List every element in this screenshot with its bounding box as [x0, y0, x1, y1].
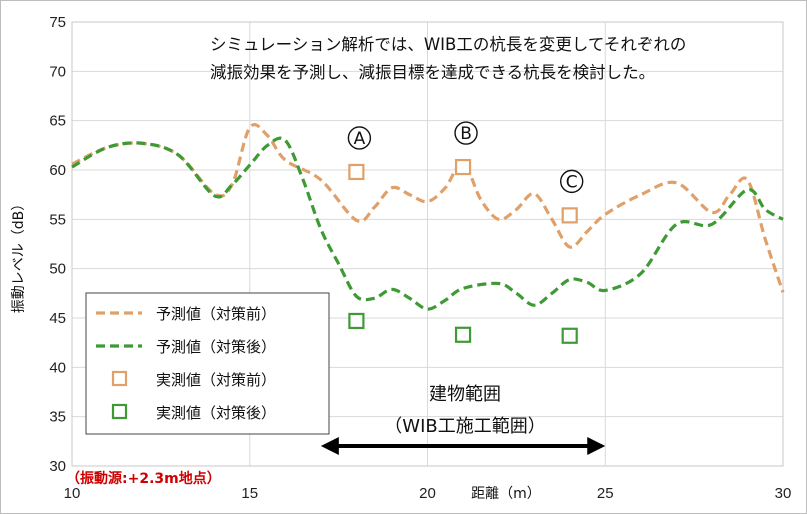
x-tick-label: 10: [64, 485, 81, 502]
y-tick-label: 50: [49, 261, 66, 278]
note-line-1: シミュレーション解析では、WIB工の杭長を変更してそれぞれの: [210, 35, 686, 54]
circled-label-letter: A: [354, 129, 366, 149]
series-marker-3: [454, 326, 472, 343]
note-line-2: 減振効果を予測し、減振目標を達成できる杭長を検討した。: [210, 63, 655, 82]
circled-label-letter: C: [566, 172, 578, 192]
circled-label-letter: B: [460, 124, 472, 144]
x-axis-title: 距離（m）: [471, 485, 541, 502]
y-tick-label: 55: [49, 211, 66, 228]
legend-marker-swatch: [111, 403, 128, 420]
y-tick-label: 45: [49, 310, 66, 327]
range-label-line-1: 建物範囲: [429, 384, 501, 405]
series-line-0: [71, 123, 785, 293]
y-axis-title: 振動レベル（dB）: [11, 197, 27, 314]
range-label-line-2: （WIB工施工範囲）: [384, 416, 545, 437]
series-marker-2: [561, 207, 578, 224]
range-arrow: [320, 437, 606, 455]
legend-label: 実測値（対策前）: [156, 371, 276, 389]
source-label: （振動源:+2.3m地点）: [66, 470, 221, 487]
y-tick-label: 75: [49, 14, 66, 31]
series-marker-2: [454, 158, 472, 176]
range-arrow-head-left: [320, 437, 339, 455]
range-arrow-head-right: [587, 437, 606, 455]
y-tick-label: 30: [49, 458, 66, 475]
legend-label: 予測値（対策後）: [156, 338, 276, 356]
series-marker-2: [348, 163, 365, 181]
x-tick-label: 15: [241, 485, 258, 502]
y-tick-label: 40: [49, 359, 66, 376]
series-layer: [71, 123, 785, 344]
circled-label-ring: [454, 121, 478, 145]
x-tick-label: 25: [597, 485, 614, 502]
x-tick-label: 20: [419, 485, 436, 502]
tick-layer: 30 35 40 45 50 55 60 65 70 75 10 15 20 25 30: [49, 14, 791, 502]
legend-label: 予測値（対策前）: [156, 305, 276, 323]
legend: 予測値（対策前） 予測値（対策後） 実測値（対策前） 実測値（対策後）: [85, 292, 330, 435]
y-tick-label: 65: [49, 113, 66, 130]
x-tick-label: 30: [775, 485, 792, 502]
series-marker-3: [348, 312, 365, 330]
series-marker-3: [561, 327, 578, 344]
circled-label-ring: [347, 126, 372, 150]
legend-marker-swatch: [111, 370, 128, 387]
legend-items: 予測値（対策前） 予測値（対策後） 実測値（対策前） 実測値（対策後）: [96, 305, 276, 422]
series-line-1: [71, 136, 784, 311]
circled-label-ring: [560, 169, 584, 194]
plot-area-frame: [71, 21, 784, 467]
y-tick-label: 60: [49, 162, 66, 179]
y-tick-label: 70: [49, 63, 66, 80]
y-tick-label: 35: [49, 409, 66, 426]
legend-label: 実測値（対策後）: [156, 404, 276, 422]
marker-label-layer: A B C: [347, 121, 584, 194]
